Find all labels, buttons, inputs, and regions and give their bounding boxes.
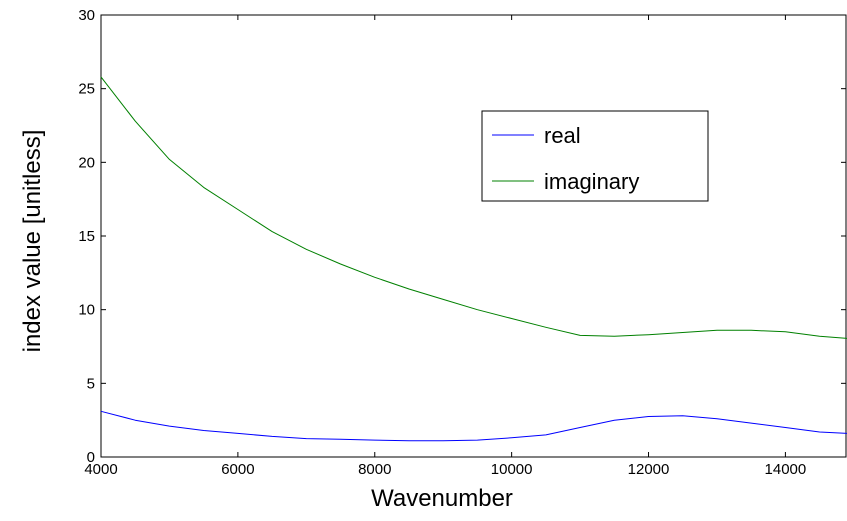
legend-box [481,110,709,202]
series-layer [100,76,847,442]
y-axis-title: index value [unitless] [19,130,46,353]
x-tick-label: 8000 [358,461,391,478]
x-tick-label: 10000 [491,461,533,478]
x-axis-title: Wavenumber [371,485,513,512]
y-tick-label: 20 [78,154,95,171]
x-tick-label: 12000 [628,461,670,478]
legend: real imaginary [481,110,709,202]
y-tick-labels: 0 5 10 15 20 25 30 [78,7,95,466]
y-tick-label: 0 [87,449,95,466]
x-tick-labels: 4000 6000 8000 10000 12000 14000 [84,461,806,478]
legend-label-real: real [544,123,581,148]
y-tick-label: 15 [78,228,95,245]
series-line-imaginary [100,76,847,339]
y-tick-label: 5 [87,375,95,392]
y-tick-label: 10 [78,302,95,319]
y-tick-label: 30 [78,7,95,24]
legend-label-imaginary: imaginary [544,169,639,194]
y-tick-label: 25 [78,81,95,98]
x-tick-label: 14000 [765,461,807,478]
x-tick-label: 4000 [84,461,117,478]
x-tick-label: 6000 [221,461,254,478]
tick-layer [100,14,846,458]
series-line-real [100,410,847,442]
